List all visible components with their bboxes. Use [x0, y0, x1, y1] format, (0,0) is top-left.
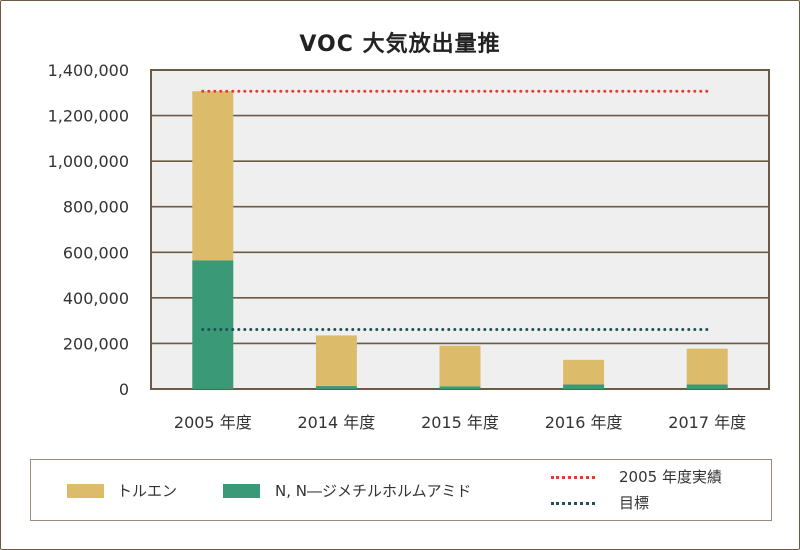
bar-toluene — [315, 335, 357, 387]
bar-dmf — [686, 384, 728, 389]
bar-dmf — [315, 386, 357, 389]
y-tick-label: 200,000 — [63, 334, 129, 353]
y-tick-label: 400,000 — [63, 289, 129, 308]
reference-lines — [201, 89, 711, 332]
bar-dmf — [563, 384, 605, 389]
y-tick-label: 1,000,000 — [48, 152, 129, 171]
legend-line-2005 — [551, 476, 595, 479]
bar-dmf — [192, 260, 234, 389]
y-tick-label: 1,200,000 — [48, 107, 129, 126]
legend-swatch-dmf — [223, 484, 260, 498]
legend-label-target: 目標 — [619, 494, 650, 512]
y-tick-label: 1,400,000 — [48, 61, 129, 80]
legend-label-toluene: トルエン — [117, 482, 178, 500]
legend-label-2005: 2005 年度実績 — [619, 468, 722, 486]
x-tick-label: 2005 年度 — [174, 413, 252, 432]
y-tick-label: 800,000 — [63, 198, 129, 217]
gridlines — [151, 114, 769, 345]
y-tick-label: 0 — [119, 380, 129, 399]
legend-line-target — [551, 502, 595, 505]
legend: トルエン N, N―ジメチルホルムアミド 2005 年度実績 目標 — [30, 459, 772, 521]
x-tick-label: 2015 年度 — [421, 413, 499, 432]
bar-toluene — [192, 91, 234, 261]
x-tick-label: 2014 年度 — [297, 413, 375, 432]
plot-background — [150, 69, 770, 390]
x-tick-label: 2017 年度 — [668, 413, 746, 432]
chart-title: VOC 大気放出量推 — [299, 32, 501, 57]
bar-toluene — [439, 345, 481, 387]
x-tick-label: 2016 年度 — [545, 413, 623, 432]
axis-labels: 0 200,000 400,000 600,000 800,000 1,000,000 1,… — [48, 61, 747, 432]
legend-label-dmf: N, N―ジメチルホルムアミド — [275, 482, 472, 500]
y-tick-label: 600,000 — [63, 243, 129, 262]
bar-toluene — [563, 359, 605, 385]
bar-dmf — [439, 386, 481, 389]
bars — [192, 91, 728, 389]
legend-swatch-toluene — [67, 484, 104, 498]
bar-toluene — [686, 348, 728, 385]
